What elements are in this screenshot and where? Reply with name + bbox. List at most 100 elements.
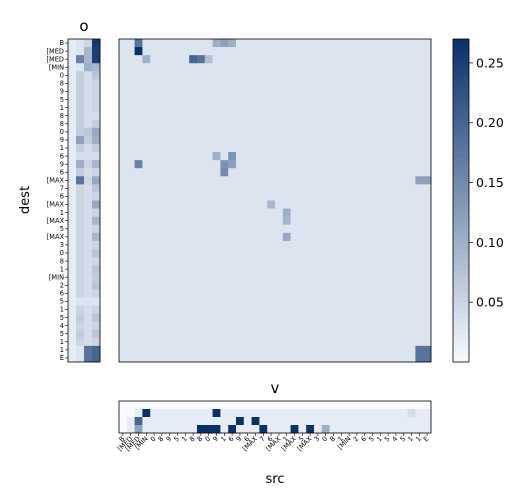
heatmap-cell (251, 273, 260, 282)
colorbar-step (453, 222, 469, 228)
heatmap-cell (165, 297, 174, 306)
colorbar: 0.050.100.150.200.25 (452, 38, 504, 363)
src-axis-label: src (266, 472, 285, 487)
o-cell (92, 305, 101, 314)
heatmap-cell (298, 224, 307, 234)
heatmap-cell (423, 168, 432, 177)
heatmap-cell (267, 63, 276, 72)
o-cell (68, 273, 77, 282)
heatmap-cell (204, 143, 213, 153)
heatmap-cell (392, 152, 401, 161)
heatmap-cell (165, 192, 174, 201)
o-cell (68, 224, 77, 234)
heatmap-cell (376, 119, 385, 129)
heatmap-cell (197, 224, 206, 234)
v-cell (290, 417, 299, 426)
heatmap-cell (407, 127, 416, 137)
heatmap-cell (243, 135, 252, 145)
o-cell (68, 111, 77, 121)
heatmap-cell (399, 103, 408, 112)
heatmap-cell (220, 152, 229, 161)
heatmap-cell (204, 321, 213, 330)
heatmap-cell (368, 103, 377, 112)
heatmap-cell (337, 71, 346, 80)
heatmap-cell (353, 353, 362, 363)
heatmap-cell (220, 192, 229, 201)
heatmap-frame (118, 38, 432, 363)
colorbar-step (453, 49, 469, 56)
heatmap-cell (134, 168, 143, 177)
o-cell (84, 143, 93, 153)
heatmap-cell (142, 176, 151, 185)
heatmap-cell (368, 289, 377, 298)
heatmap-cell (228, 55, 237, 64)
heatmap-cell (197, 273, 206, 282)
heatmap-cell (119, 152, 128, 161)
heatmap-cell (407, 47, 416, 56)
heatmap-cell (126, 281, 135, 290)
o-cell (84, 63, 93, 72)
o-cell (68, 248, 77, 258)
heatmap-cell (267, 152, 276, 161)
heatmap-cell (181, 321, 190, 330)
o-cell (76, 87, 85, 96)
heatmap-cell (360, 248, 369, 258)
heatmap-cell (181, 240, 190, 250)
heatmap-cell (384, 224, 393, 234)
heatmap-cell (314, 39, 323, 48)
heatmap-cell (275, 240, 284, 250)
heatmap-cell (345, 143, 354, 153)
colorbar-step (453, 178, 469, 185)
heatmap-cell (368, 184, 377, 193)
heatmap-cell (189, 200, 198, 209)
v-cell (360, 409, 369, 418)
v-cell (134, 417, 143, 426)
heatmap-cell (368, 119, 377, 129)
colorbar-step (453, 152, 469, 158)
dest-tick-label: 6 (60, 152, 64, 160)
heatmap-cell (368, 313, 377, 322)
heatmap-cell (251, 71, 260, 80)
v-cell (119, 401, 128, 410)
heatmap-cell (142, 39, 151, 48)
heatmap-cell (298, 297, 307, 306)
heatmap-cell (189, 192, 198, 201)
colorbar-step (453, 92, 469, 99)
heatmap-cell (282, 192, 291, 201)
heatmap-cell (236, 289, 245, 298)
heatmap-cell (251, 289, 260, 298)
heatmap-cell (142, 200, 151, 209)
heatmap-cell (314, 216, 323, 226)
heatmap-cell (337, 353, 346, 363)
heatmap-cell (360, 119, 369, 129)
v-cell (251, 401, 260, 410)
heatmap-cell (345, 337, 354, 347)
heatmap-cell (119, 71, 128, 80)
heatmap-cell (329, 208, 338, 217)
v-cell (220, 401, 229, 410)
dest-tick-label: 3 (60, 241, 64, 249)
v-cell (126, 425, 135, 434)
heatmap-cell (368, 192, 377, 201)
heatmap-cell (290, 257, 299, 266)
heatmap-cell (134, 240, 143, 250)
heatmap-cell (173, 152, 182, 161)
heatmap-cell (165, 281, 174, 290)
heatmap-cell (189, 152, 198, 161)
heatmap-cell (360, 297, 369, 306)
heatmap-cell (119, 160, 128, 169)
heatmap-cell (306, 79, 315, 88)
heatmap-cell (236, 208, 245, 217)
heatmap-cell (150, 39, 159, 48)
o-cell (84, 39, 93, 48)
heatmap-cell (321, 119, 330, 129)
heatmap-cell (407, 135, 416, 145)
heatmap-cell (407, 321, 416, 330)
heatmap-cell (267, 224, 276, 234)
heatmap-cell (407, 273, 416, 282)
heatmap-cell (376, 345, 385, 355)
heatmap-cell (197, 111, 206, 121)
heatmap-cell (337, 337, 346, 347)
colorbar-step (453, 60, 469, 67)
heatmap-cell (142, 184, 151, 193)
